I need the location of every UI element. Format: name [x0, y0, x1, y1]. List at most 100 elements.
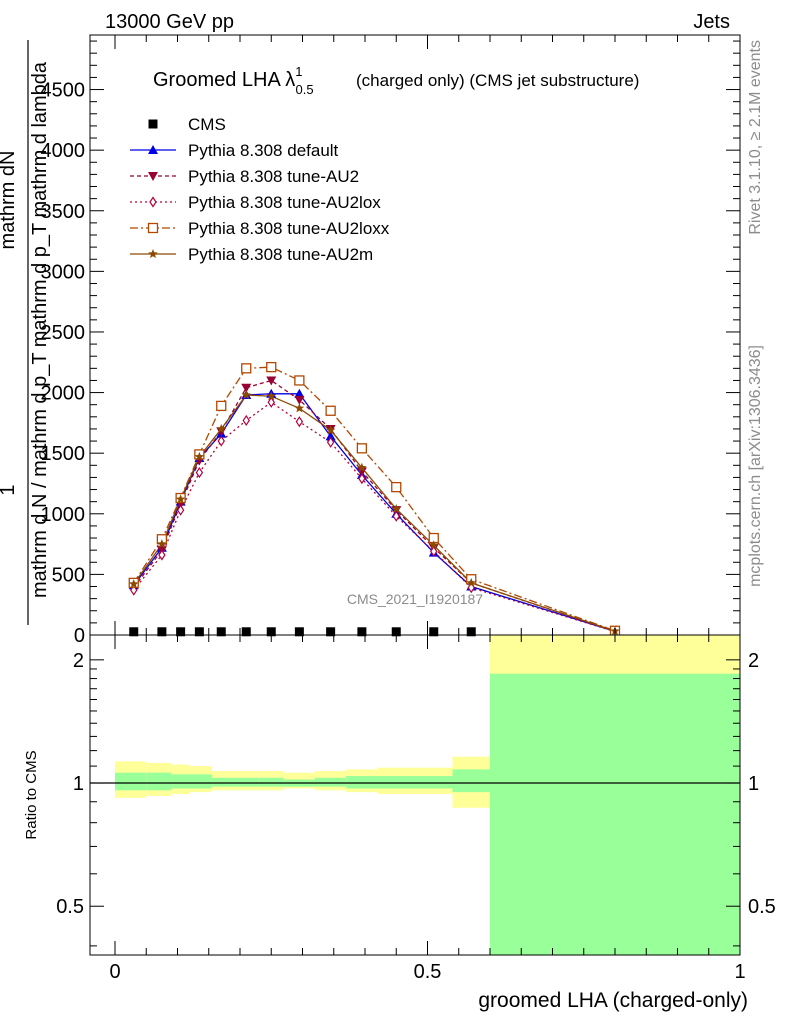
ratio-y-tick-label: 0.5 — [56, 896, 84, 918]
ratio-stat-band — [415, 776, 453, 789]
data-point-pythia-8-308-tune-au2lox — [295, 416, 304, 428]
data-point-pythia-8-308-default — [294, 388, 305, 398]
ratio-panel: 0.5 0.5 1 1 2 2 0 0.5 1 Ratio to CMS groomed LHA… — [23, 634, 776, 1012]
ratio-stat-band — [146, 772, 172, 791]
data-point-pythia-8-308-tune-au2loxx — [216, 400, 227, 412]
legend-entry-pythia-8-308-default: Pythia 8.308 default — [130, 141, 339, 160]
data-point-pythia-8-308-tune-au2 — [266, 376, 277, 386]
ratio-y-tick-label: 1 — [73, 773, 84, 795]
data-point-pythia-8-308-tune-au2m — [466, 577, 477, 587]
y-tick-label: 1000 — [41, 504, 86, 526]
legend-entry-pythia-8-308-tune-au2lox: Pythia 8.308 tune-AU2lox — [130, 193, 381, 212]
data-point-pythia-8-308-tune-au2lox — [217, 435, 225, 447]
series-line-pythia-8-308-tune-au2loxx — [133, 366, 616, 632]
data-point-pythia-8-308-tune-au2loxx — [241, 363, 252, 374]
y-tick-label: 3000 — [41, 261, 86, 283]
legend-marker — [148, 145, 158, 154]
ratio-stat-band — [115, 772, 147, 791]
data-point-pythia-8-308-tune-au2lox — [176, 504, 185, 516]
data-point-cms — [294, 627, 304, 637]
plot-title: Groomed LHA λ1 0.5 (charged only) (CMS je… — [153, 64, 639, 97]
ratio-stat-band — [346, 776, 378, 789]
legend-label: Pythia 8.308 tune-AU2loxx — [188, 219, 390, 238]
legend-marker — [147, 222, 159, 234]
y-tick-label: 500 — [52, 564, 85, 586]
ratio-y-tick-label-right: 2 — [748, 650, 759, 672]
data-point-pythia-8-308-tune-au2loxx — [294, 375, 305, 386]
data-point-pythia-8-308-tune-au2lox — [358, 473, 366, 485]
data-point-pythia-8-308-default — [325, 431, 336, 441]
process-label: Jets — [693, 11, 730, 33]
legend-entry-pythia-8-308-tune-au2: Pythia 8.308 tune-AU2 — [130, 167, 359, 186]
data-point-pythia-8-308-tune-au2m — [325, 425, 336, 435]
data-point-pythia-8-308-tune-au2m — [428, 540, 439, 550]
data-point-pythia-8-308-tune-au2lox — [326, 436, 335, 448]
data-point-pythia-8-308-tune-au2lox — [267, 396, 275, 408]
legend-marker — [148, 249, 158, 259]
ratio-stat-band — [490, 673, 740, 955]
analysis-watermark: CMS_2021_I1920187 — [347, 591, 483, 607]
data-point-pythia-8-308-tune-au2lox — [158, 549, 166, 561]
data-point-pythia-8-308-tune-au2 — [356, 467, 367, 477]
ratio-stat-band — [171, 774, 190, 789]
ratio-y-tick-label: 2 — [73, 650, 84, 672]
rivet-label: Rivet 3.1.10, ≥ 2.1M events — [747, 40, 764, 235]
mcplots-label: mcplots.cern.ch [arXiv:1306.3436] — [747, 345, 764, 587]
legend-label: Pythia 8.308 tune-AU2lox — [188, 193, 381, 212]
ratio-stat-band — [233, 777, 259, 787]
ratio-panel-frame — [89, 634, 741, 956]
y-tick-label: 0 — [74, 625, 85, 647]
data-point-pythia-8-308-tune-au2m — [241, 390, 252, 400]
legend-entry-pythia-8-308-tune-au2loxx: Pythia 8.308 tune-AU2loxx — [130, 219, 390, 238]
title-text: Groomed LHA λ1 0.5 — [153, 64, 314, 97]
y-tick-label: 1500 — [41, 443, 86, 465]
y-axis-label-numerator: mathrm dN — [0, 151, 19, 250]
data-point-cms — [429, 627, 439, 637]
y-tick-label: 4000 — [41, 140, 86, 162]
data-point-cms — [194, 627, 204, 637]
legend-entry-cms: CMS — [148, 115, 226, 134]
ratio-y-tick-label-right: 1 — [748, 773, 759, 795]
data-point-pythia-8-308-tune-au2 — [216, 427, 227, 437]
x-tick-label: 0.5 — [414, 961, 442, 983]
data-point-pythia-8-308-tune-au2lox — [392, 510, 400, 522]
title-suffix: (charged only) (CMS jet substructure) — [356, 71, 639, 90]
data-point-pythia-8-308-tune-au2loxx — [391, 481, 402, 493]
y-tick-label: 3500 — [41, 201, 86, 223]
legend-label: Pythia 8.308 tune-AU2 — [188, 167, 359, 186]
y-tick-label: 2000 — [41, 383, 86, 405]
data-point-pythia-8-308-tune-au2loxx — [356, 443, 368, 454]
legend-marker — [148, 172, 158, 181]
data-point-pythia-8-308-tune-au2m — [216, 423, 227, 433]
data-point-pythia-8-308-tune-au2m — [294, 403, 305, 413]
energy-label: 13000 GeV pp — [105, 11, 234, 33]
y-axis-label-one: 1 — [0, 484, 19, 495]
data-point-pythia-8-308-tune-au2m — [391, 503, 402, 513]
y-tick-label: 2500 — [41, 322, 86, 344]
x-tick-label: 1 — [734, 961, 745, 983]
data-point-pythia-8-308-tune-au2loxx — [325, 405, 336, 416]
legend-label: CMS — [188, 115, 226, 134]
y-axis-label: 1 mathrm dN mathrm d N / mathrm d p_T ma… — [0, 40, 51, 625]
data-point-cms — [157, 627, 167, 637]
data-point-pythia-8-308-tune-au2lox — [430, 545, 438, 557]
data-point-pythia-8-308-tune-au2m — [194, 451, 205, 461]
series-line-pythia-8-308-tune-au2 — [133, 379, 616, 632]
y-tick-label: 4500 — [41, 80, 86, 102]
legend-label: Pythia 8.308 tune-AU2m — [188, 245, 373, 264]
ratio-stat-band — [211, 777, 234, 787]
data-point-pythia-8-308-tune-au2m — [157, 539, 167, 549]
data-point-pythia-8-308-tune-au2loxx — [266, 361, 277, 373]
data-point-pythia-8-308-tune-au2m — [357, 462, 367, 472]
ratio-stat-band — [452, 769, 490, 793]
data-point-pythia-8-308-tune-au2lox — [242, 414, 250, 427]
main-panel: 0 500 1000 1500 2000 2500 3000 3500 4000 4500 CMS… — [0, 34, 741, 647]
series-line-pythia-8-308-tune-au2m — [133, 394, 616, 632]
x-axis-label: groomed LHA (charged-only) — [478, 989, 748, 1012]
data-point-cms — [357, 627, 367, 637]
legend-marker — [149, 196, 157, 208]
data-point-pythia-8-308-tune-au2m — [128, 579, 139, 589]
data-point-pythia-8-308-tune-au2 — [241, 383, 252, 393]
data-point-pythia-8-308-tune-au2 — [294, 395, 305, 405]
legend-entry-pythia-8-308-tune-au2m: Pythia 8.308 tune-AU2m — [130, 245, 373, 264]
